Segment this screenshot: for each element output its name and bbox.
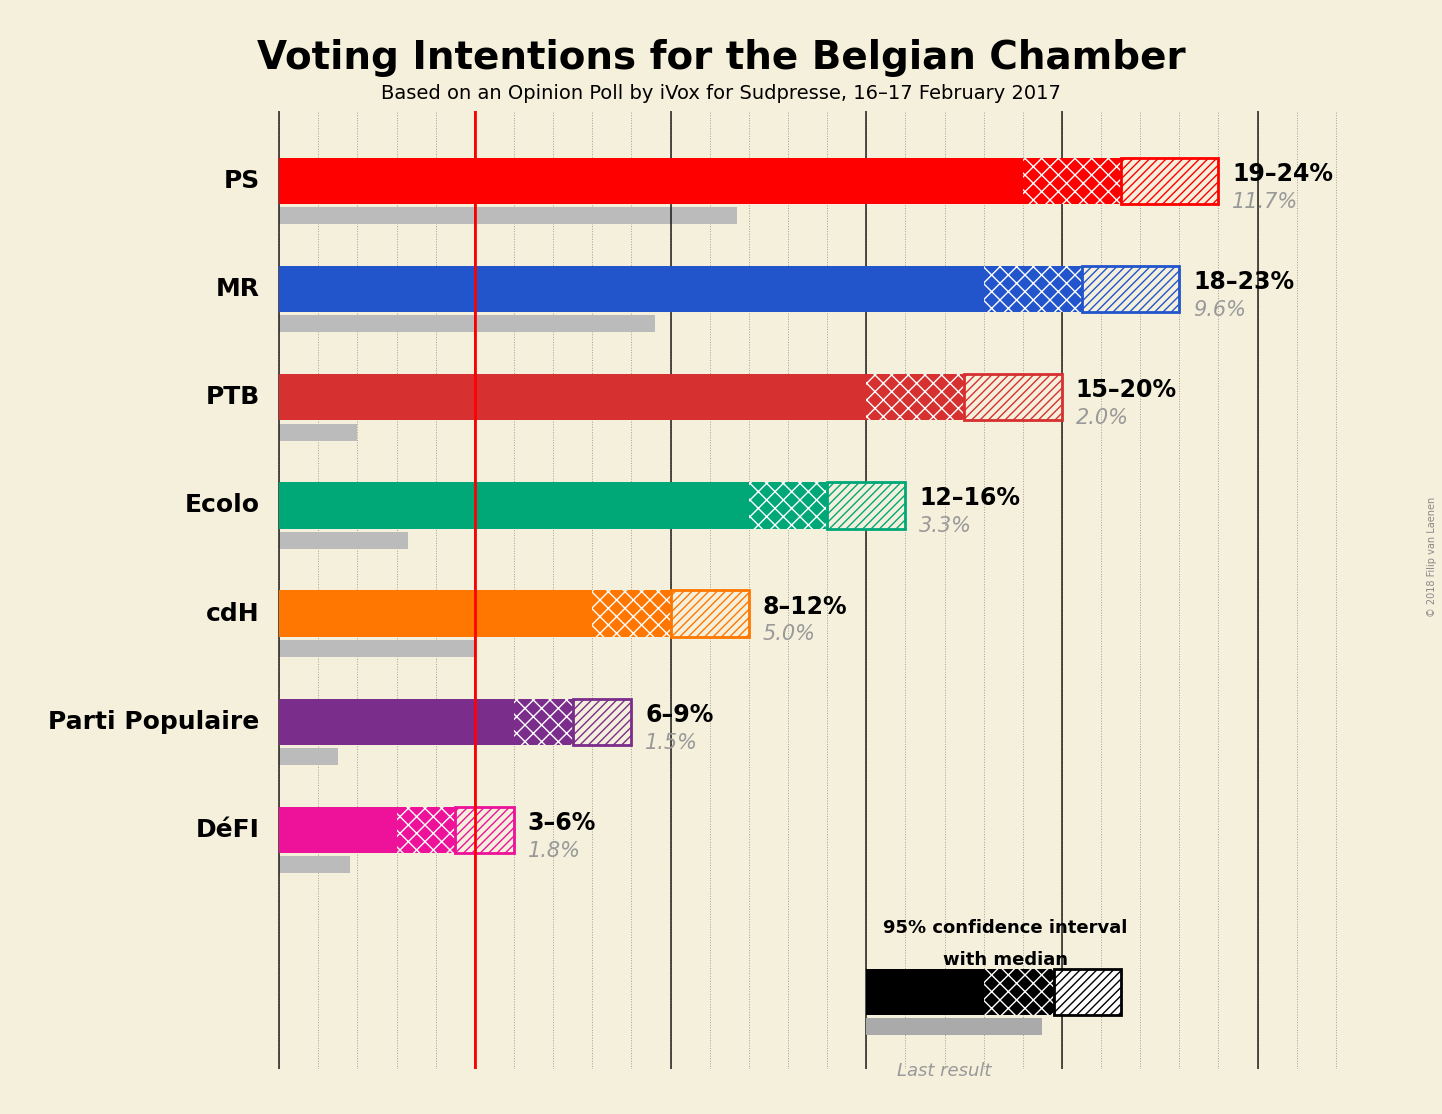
Text: 15–20%: 15–20% <box>1076 379 1177 402</box>
Bar <box>280 807 397 853</box>
Bar <box>1120 158 1218 204</box>
Bar <box>456 807 513 853</box>
Bar <box>280 698 513 745</box>
Text: Ecolo: Ecolo <box>185 494 260 517</box>
Text: Voting Intentions for the Belgian Chamber: Voting Intentions for the Belgian Chambe… <box>257 39 1185 77</box>
Text: 6–9%: 6–9% <box>645 703 714 726</box>
Bar <box>748 482 828 529</box>
Bar <box>572 698 632 745</box>
Text: 5.0%: 5.0% <box>763 625 816 645</box>
Bar <box>280 266 983 312</box>
Bar <box>397 807 456 853</box>
Text: 18–23%: 18–23% <box>1193 271 1293 294</box>
Bar <box>867 374 965 420</box>
Bar <box>983 266 1082 312</box>
Bar <box>280 158 1022 204</box>
Text: PTB: PTB <box>205 385 260 409</box>
Bar <box>965 374 1061 420</box>
Bar <box>280 482 748 529</box>
Bar <box>867 969 983 1015</box>
Bar <box>983 969 1054 1015</box>
Text: MR: MR <box>215 277 260 301</box>
Text: with median: with median <box>943 951 1067 969</box>
Bar <box>867 1018 1043 1035</box>
Bar <box>280 207 737 224</box>
Text: Last result: Last result <box>897 1062 992 1079</box>
Bar <box>280 374 867 420</box>
Bar <box>280 747 337 765</box>
Text: 8–12%: 8–12% <box>763 595 846 618</box>
Text: Based on an Opinion Poll by iVox for Sudpresse, 16–17 February 2017: Based on an Opinion Poll by iVox for Sud… <box>381 84 1061 102</box>
Text: 3.3%: 3.3% <box>919 516 972 536</box>
Text: 2.0%: 2.0% <box>1076 408 1129 428</box>
Text: DéFI: DéFI <box>196 818 260 842</box>
Text: 3–6%: 3–6% <box>528 811 596 836</box>
Bar <box>280 315 655 332</box>
Bar <box>1022 158 1120 204</box>
Bar <box>280 423 358 440</box>
Text: 1.8%: 1.8% <box>528 841 581 861</box>
Bar <box>593 590 671 637</box>
Text: cdH: cdH <box>206 602 260 626</box>
Bar <box>280 857 349 873</box>
Text: 12–16%: 12–16% <box>919 487 1019 510</box>
Bar <box>671 590 748 637</box>
Bar <box>1054 969 1120 1015</box>
Bar <box>280 531 408 549</box>
Text: 19–24%: 19–24% <box>1231 162 1334 186</box>
Text: PS: PS <box>224 169 260 193</box>
Bar <box>828 482 906 529</box>
Text: 11.7%: 11.7% <box>1231 192 1298 212</box>
Bar <box>1082 266 1180 312</box>
Bar <box>513 698 572 745</box>
Bar <box>280 590 593 637</box>
Text: 1.5%: 1.5% <box>645 733 698 753</box>
Text: © 2018 Filip van Laenen: © 2018 Filip van Laenen <box>1428 497 1436 617</box>
Text: 9.6%: 9.6% <box>1193 300 1246 320</box>
Text: Parti Populaire: Parti Populaire <box>49 710 260 734</box>
Text: 95% confidence interval: 95% confidence interval <box>883 919 1128 937</box>
Bar <box>280 639 474 657</box>
